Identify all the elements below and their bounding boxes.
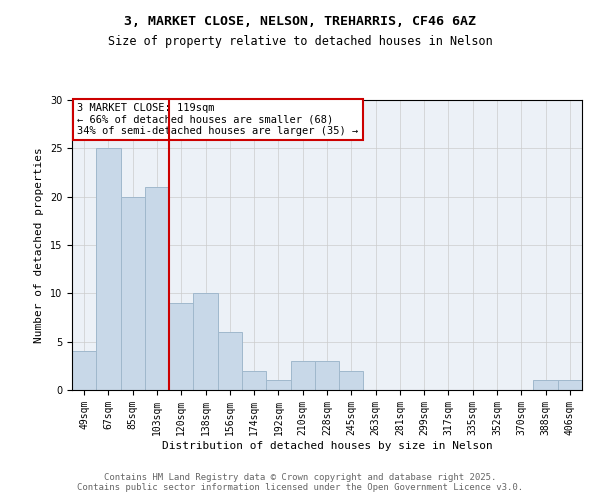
Bar xyxy=(533,380,558,390)
Bar xyxy=(242,370,266,390)
Text: 3 MARKET CLOSE: 119sqm
← 66% of detached houses are smaller (68)
34% of semi-det: 3 MARKET CLOSE: 119sqm ← 66% of detached… xyxy=(77,103,358,136)
Y-axis label: Number of detached properties: Number of detached properties xyxy=(34,147,44,343)
X-axis label: Distribution of detached houses by size in Nelson: Distribution of detached houses by size … xyxy=(161,440,493,450)
Bar xyxy=(266,380,290,390)
Bar xyxy=(339,370,364,390)
Bar xyxy=(315,361,339,390)
Text: Contains HM Land Registry data © Crown copyright and database right 2025.
Contai: Contains HM Land Registry data © Crown c… xyxy=(77,473,523,492)
Bar xyxy=(558,380,582,390)
Bar xyxy=(193,294,218,390)
Bar xyxy=(121,196,145,390)
Text: 3, MARKET CLOSE, NELSON, TREHARRIS, CF46 6AZ: 3, MARKET CLOSE, NELSON, TREHARRIS, CF46… xyxy=(124,15,476,28)
Bar xyxy=(96,148,121,390)
Bar xyxy=(72,352,96,390)
Bar xyxy=(218,332,242,390)
Bar xyxy=(169,303,193,390)
Bar xyxy=(290,361,315,390)
Bar xyxy=(145,187,169,390)
Text: Size of property relative to detached houses in Nelson: Size of property relative to detached ho… xyxy=(107,35,493,48)
